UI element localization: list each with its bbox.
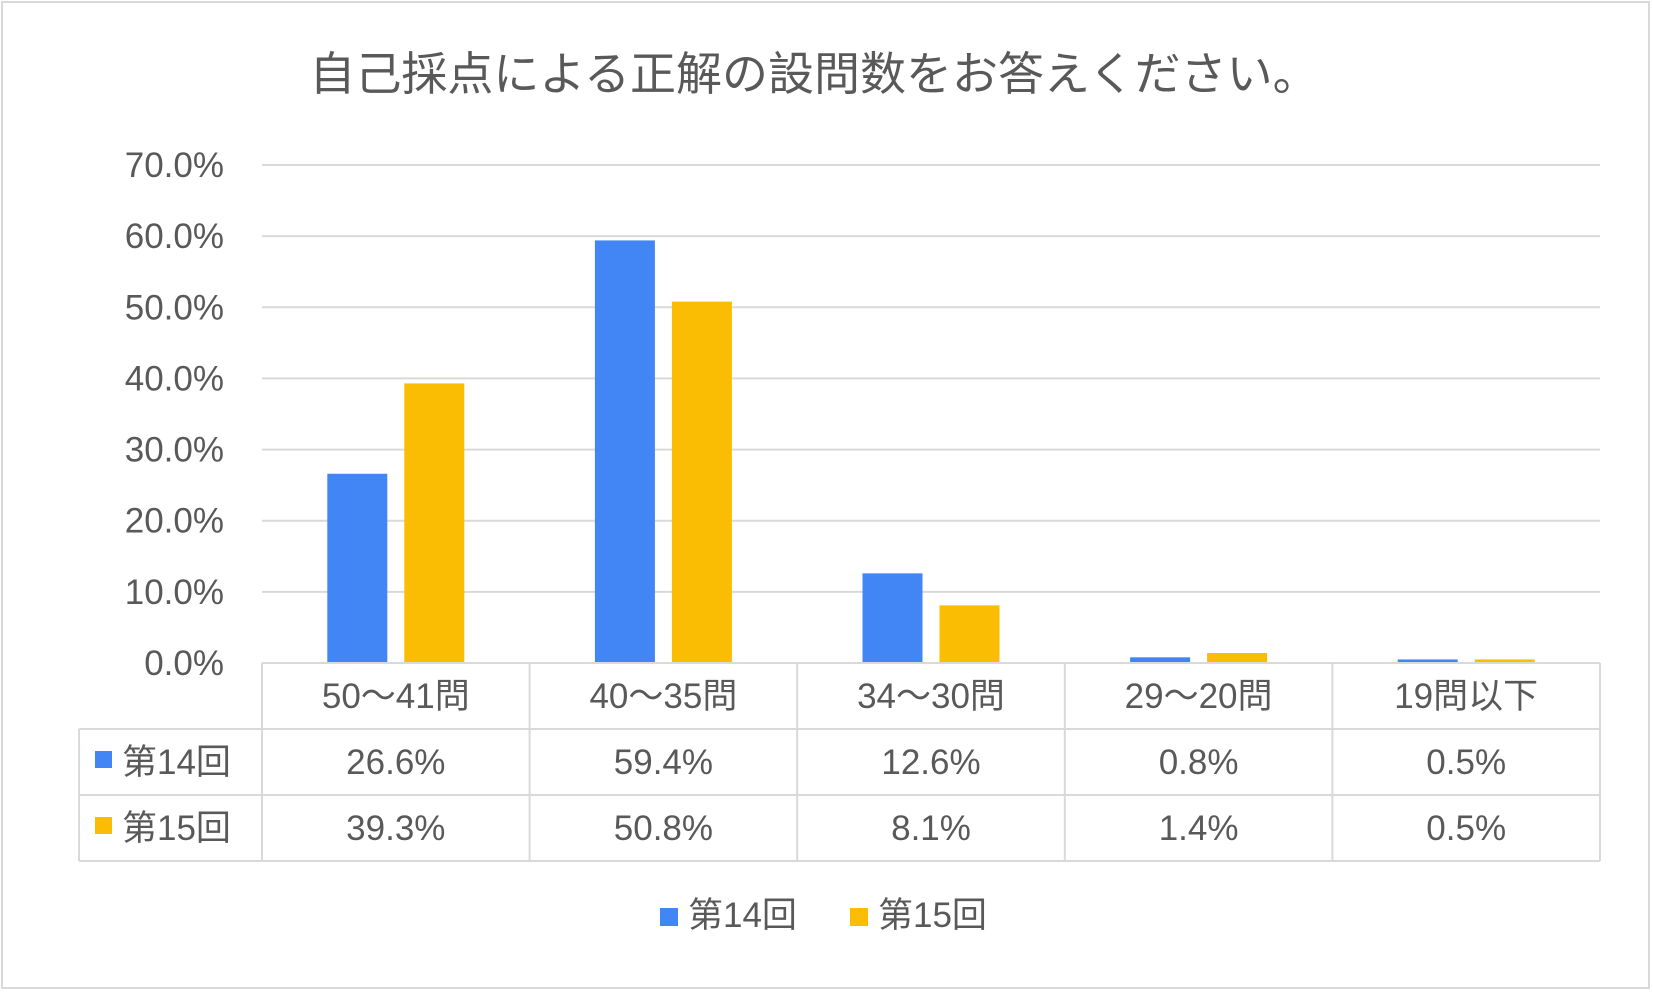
- y-tick-label: 60.0%: [125, 217, 224, 256]
- bar-1-1: [327, 473, 388, 663]
- table-legend-swatch: [95, 751, 112, 768]
- legend-label: 第15回: [878, 896, 987, 935]
- y-tick-label: 70.0%: [125, 146, 224, 185]
- table-value: 50.8%: [614, 809, 713, 848]
- bar-2-5: [1474, 659, 1535, 663]
- table-value: 59.4%: [614, 743, 713, 782]
- x-tick-label: 19問以下: [1394, 677, 1538, 716]
- y-tick-label: 40.0%: [125, 359, 224, 398]
- table-value: 0.5%: [1426, 809, 1506, 848]
- bar-2-3: [939, 605, 1000, 663]
- bar-2-4: [1207, 653, 1268, 663]
- table-series-name: 第14回: [122, 743, 231, 782]
- legend-label: 第14回: [688, 896, 797, 935]
- bar-1-2: [594, 240, 655, 663]
- legend-swatch: [660, 908, 678, 926]
- table-value: 26.6%: [346, 743, 445, 782]
- table-value: 8.1%: [891, 809, 971, 848]
- chart-title: 自己採点による正解の設問数をお答えください。: [309, 48, 1318, 100]
- bar-2-1: [404, 383, 465, 663]
- y-tick-label: 30.0%: [125, 431, 224, 470]
- table-legend-swatch: [95, 817, 112, 834]
- bar-2-2: [671, 301, 732, 663]
- table-value: 12.6%: [881, 743, 980, 782]
- legend-swatch: [850, 908, 868, 926]
- table-value: 39.3%: [346, 809, 445, 848]
- table-series-name: 第15回: [122, 809, 231, 848]
- bar-1-3: [862, 573, 923, 663]
- x-tick-label: 40～35問: [589, 677, 737, 716]
- table-value: 1.4%: [1159, 809, 1239, 848]
- x-tick-label: 50～41問: [322, 677, 470, 716]
- bar-1-5: [1397, 659, 1458, 663]
- bar-1-4: [1130, 657, 1191, 663]
- y-tick-label: 20.0%: [125, 502, 224, 541]
- x-tick-label: 34～30問: [857, 677, 1005, 716]
- table-value: 0.8%: [1159, 743, 1239, 782]
- x-tick-label: 29～20問: [1125, 677, 1273, 716]
- y-tick-label: 10.0%: [125, 573, 224, 612]
- table-value: 0.5%: [1426, 743, 1506, 782]
- y-tick-label: 50.0%: [125, 288, 224, 327]
- y-tick-label: 0.0%: [144, 644, 224, 683]
